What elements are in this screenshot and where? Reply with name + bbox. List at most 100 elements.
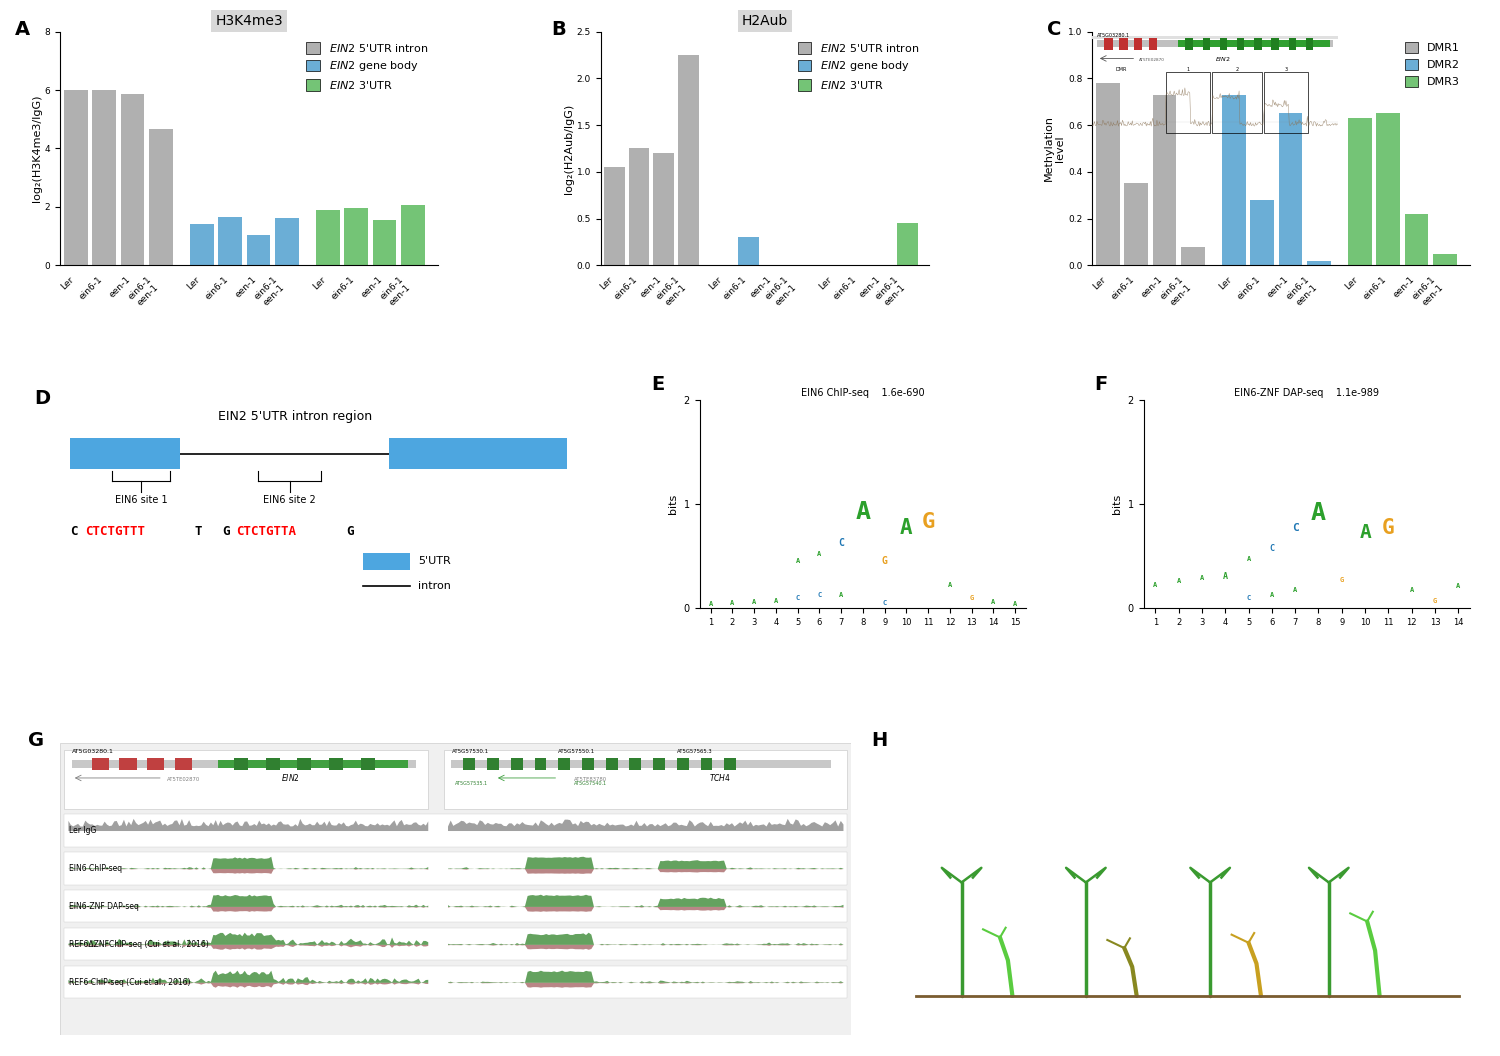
Text: C: C bbox=[70, 526, 78, 539]
Bar bbox=[534, 757, 546, 770]
Text: A: A bbox=[818, 550, 822, 557]
Bar bbox=[652, 757, 664, 770]
Bar bbox=[234, 757, 248, 770]
Text: G: G bbox=[969, 595, 974, 601]
Text: A: A bbox=[1176, 579, 1180, 584]
Text: -: - bbox=[1328, 1010, 1330, 1018]
Bar bbox=[372, 220, 396, 265]
Bar bbox=[316, 210, 339, 265]
Bar bbox=[120, 757, 136, 770]
Bar bbox=[345, 208, 368, 265]
Text: EIN6 site 1: EIN6 site 1 bbox=[114, 495, 168, 506]
Bar bbox=[582, 757, 594, 770]
Text: A: A bbox=[1293, 587, 1298, 593]
Bar bbox=[1222, 95, 1245, 265]
Text: AT5G57550.1: AT5G57550.1 bbox=[558, 749, 596, 754]
Text: +: + bbox=[1132, 1010, 1140, 1018]
Text: $TCH4$: $TCH4$ bbox=[708, 772, 730, 782]
Text: 5'UTR: 5'UTR bbox=[417, 557, 450, 566]
Bar bbox=[148, 130, 172, 265]
Bar bbox=[1251, 200, 1274, 265]
Text: C: C bbox=[818, 592, 822, 599]
Text: G: G bbox=[346, 526, 354, 539]
Text: A: A bbox=[795, 559, 800, 565]
Bar bbox=[628, 149, 650, 265]
Legend: DMR1, DMR2, DMR3: DMR1, DMR2, DMR3 bbox=[1401, 37, 1464, 92]
Bar bbox=[1404, 214, 1428, 265]
Text: A: A bbox=[1410, 587, 1414, 593]
Text: +: + bbox=[1008, 1010, 1016, 1018]
Text: G: G bbox=[28, 731, 45, 750]
Text: A: A bbox=[1246, 555, 1251, 562]
Text: AT5TE83780: AT5TE83780 bbox=[574, 777, 608, 781]
Text: AT5G57535.1: AT5G57535.1 bbox=[456, 781, 489, 787]
Bar bbox=[70, 438, 180, 469]
Legend: $EIN2$ 5'UTR intron, $EIN2$ gene body, $EIN2$ 3'UTR: $EIN2$ 5'UTR intron, $EIN2$ gene body, $… bbox=[302, 37, 432, 95]
Text: H: H bbox=[871, 731, 888, 750]
Text: Ler IgG: Ler IgG bbox=[69, 826, 98, 835]
Bar bbox=[654, 153, 674, 265]
Text: A: A bbox=[730, 600, 735, 606]
Text: A: A bbox=[900, 517, 912, 538]
Text: A: A bbox=[15, 20, 30, 39]
Bar bbox=[360, 757, 375, 770]
Text: T: T bbox=[195, 526, 202, 539]
Bar bbox=[72, 759, 416, 768]
Text: ein6-1 een-1: ein6-1 een-1 bbox=[1088, 756, 1136, 765]
Text: G: G bbox=[921, 512, 934, 532]
Text: A: A bbox=[1013, 601, 1017, 607]
Text: A: A bbox=[774, 598, 778, 604]
Text: intron: intron bbox=[417, 581, 450, 590]
Text: B: B bbox=[552, 20, 566, 39]
Bar bbox=[92, 757, 110, 770]
Text: C: C bbox=[795, 595, 800, 601]
Bar bbox=[464, 757, 476, 770]
Y-axis label: bits: bits bbox=[1112, 494, 1122, 514]
Bar bbox=[388, 438, 567, 469]
Y-axis label: Methylation
level: Methylation level bbox=[1044, 115, 1065, 182]
Text: F: F bbox=[1095, 375, 1108, 394]
Bar bbox=[266, 757, 280, 770]
Text: A: A bbox=[1154, 582, 1158, 588]
Bar bbox=[1348, 118, 1371, 265]
Y-axis label: log₂(H2Aub/IgG): log₂(H2Aub/IgG) bbox=[564, 103, 574, 193]
Text: A: A bbox=[1269, 592, 1274, 599]
Bar bbox=[64, 852, 847, 885]
Bar bbox=[219, 218, 242, 265]
Bar bbox=[1125, 184, 1148, 265]
Text: A: A bbox=[1222, 571, 1227, 581]
Bar bbox=[678, 55, 699, 265]
Text: AT5G57530.1: AT5G57530.1 bbox=[452, 749, 489, 754]
Bar bbox=[700, 757, 712, 770]
Bar bbox=[64, 890, 847, 923]
Bar bbox=[452, 759, 831, 768]
Bar bbox=[738, 238, 759, 265]
Bar bbox=[1096, 83, 1119, 265]
Bar bbox=[897, 223, 918, 265]
Text: G: G bbox=[882, 557, 888, 566]
Text: EIN6 site 2: EIN6 site 2 bbox=[264, 495, 316, 506]
Bar bbox=[246, 234, 270, 265]
Bar bbox=[488, 757, 500, 770]
Bar bbox=[64, 814, 847, 847]
Text: G: G bbox=[1340, 577, 1344, 583]
Text: G: G bbox=[1382, 517, 1395, 538]
Text: EIN6 ChIP-seq: EIN6 ChIP-seq bbox=[69, 864, 123, 873]
Text: A: A bbox=[708, 601, 712, 607]
Bar bbox=[1180, 246, 1204, 265]
Text: C: C bbox=[1246, 595, 1251, 601]
Bar bbox=[120, 94, 144, 265]
Title: EIN6 ChIP-seq    1.6e-690: EIN6 ChIP-seq 1.6e-690 bbox=[801, 388, 924, 398]
Legend: $EIN2$ 5'UTR intron, $EIN2$ gene body, $EIN2$ 3'UTR: $EIN2$ 5'UTR intron, $EIN2$ gene body, $… bbox=[794, 37, 924, 95]
Bar bbox=[190, 224, 213, 265]
Y-axis label: log₂(H3K4me3/IgG): log₂(H3K4me3/IgG) bbox=[32, 95, 42, 202]
Text: A: A bbox=[948, 582, 952, 588]
Text: A: A bbox=[1311, 502, 1326, 526]
Text: D: D bbox=[34, 390, 50, 409]
Bar bbox=[93, 90, 116, 265]
Text: A: A bbox=[1200, 576, 1204, 581]
Bar bbox=[147, 757, 165, 770]
Text: C: C bbox=[1047, 20, 1060, 39]
Bar bbox=[724, 757, 736, 770]
Text: AT5G57540.1: AT5G57540.1 bbox=[574, 781, 608, 787]
